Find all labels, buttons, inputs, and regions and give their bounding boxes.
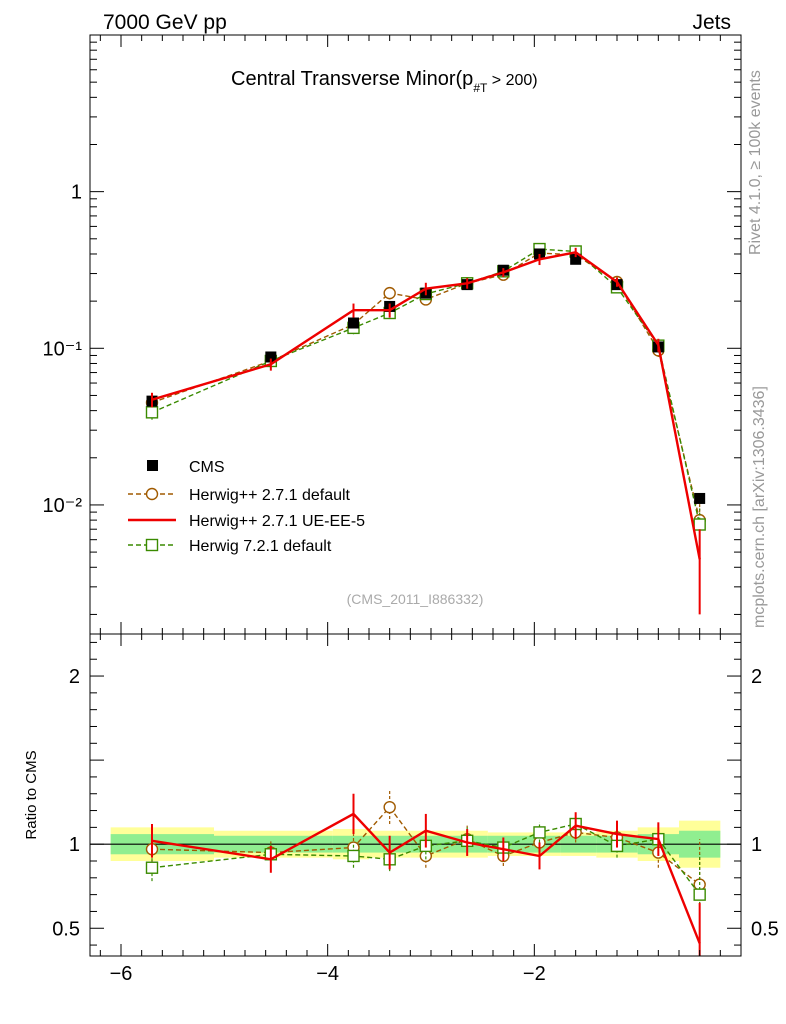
legend-marker-herwig72 [145, 538, 159, 552]
ratio-line-herwig-7-2-1-default [151, 823, 701, 896]
ratio-y-tick-label-right: 1 [751, 834, 762, 856]
legend-entry-herwig72: Herwig 7.2.1 default [128, 538, 332, 555]
ratio-point-herwig72 [145, 861, 159, 874]
legend-label-herwig72: Herwig 7.2.1 default [189, 538, 332, 555]
main-y-tick-label: 1 [71, 182, 82, 204]
ratio-uncertainty-bands [90, 820, 741, 868]
header-right-label: Jets [692, 11, 731, 34]
panel-frames [89, 34, 742, 957]
header-left-label: 7000 GeV pp [103, 11, 227, 34]
main-point-herwig72 [145, 406, 159, 419]
x-tick-label: −4 [316, 963, 339, 985]
main-point-cms [694, 492, 706, 504]
main-y-tick-label: 10⁻¹ [43, 338, 83, 360]
legend-marker-herwig-default [145, 487, 159, 501]
ratio-y-axis-label: Ratio to CMS [23, 750, 40, 839]
ratio-point-herwig72 [693, 888, 706, 901]
ratio-y-tick-label-left: 1 [69, 834, 80, 856]
main-y-tick-label: 10⁻² [43, 495, 83, 517]
main-series-herwig-2-7-1-ue-ee-5 [151, 247, 701, 615]
main-point-herwig-default [383, 286, 396, 300]
rivet-version-label: Rivet 4.1.0, ≥ 100k events [747, 70, 764, 255]
ratio-point-herwig-default [383, 800, 396, 814]
analysis-watermark: (CMS_2011_I886332) [347, 591, 484, 607]
ratio-series-herwig-2-7-1-ue-ee-5 [151, 793, 701, 956]
main-point-cms [534, 248, 545, 260]
axes: −6 −4 −2 1 10⁻¹ 10⁻² 0.5 0.5 1 1 2 2 [43, 35, 779, 985]
ratio-y-tick-label-right: 2 [751, 666, 762, 688]
ratio-panel-frame [89, 633, 742, 957]
main-point-cms [570, 253, 582, 265]
legend-marker-cms [147, 460, 158, 471]
legend-label-herwig-ueee5: Herwig++ 2.7.1 UE-EE-5 [189, 513, 365, 530]
plot-title: Central Transverse Minor(p#T > 200) [231, 68, 538, 95]
ratio-y-tick-label-right: 0.5 [751, 918, 779, 940]
main-point-herwig72 [693, 518, 706, 531]
x-tick-label: −6 [110, 963, 133, 985]
x-tick-label: −2 [523, 963, 546, 985]
mcplots-reference-label: mcplots.cern.ch [arXiv:1306.3436] [751, 386, 768, 628]
legend-entry-herwig-default: Herwig++ 2.7.1 default [128, 487, 351, 504]
legend: CMS Herwig++ 2.7.1 default Herwig++ 2.7.… [128, 459, 365, 555]
ratio-y-tick-label-left: 2 [69, 666, 80, 688]
main-panel-series [145, 242, 706, 615]
ratio-point-herwig72 [347, 849, 360, 863]
main-panel-frame [89, 34, 742, 635]
ratio-panel-series [145, 790, 706, 956]
main-line-herwig-2-7-1-ue-ee-5 [151, 251, 701, 560]
legend-label-cms: CMS [189, 459, 225, 476]
ratio-line-herwig-2-7-1-default [151, 806, 701, 886]
ratio-line-herwig-2-7-1-ue-ee-5 [151, 812, 701, 944]
main-point-cms [348, 317, 359, 329]
ratio-point-herwig72 [533, 826, 546, 839]
legend-label-herwig-default: Herwig++ 2.7.1 default [189, 487, 351, 504]
legend-entry-cms: CMS [147, 459, 225, 476]
main-point-cms [265, 351, 277, 363]
legend-entry-herwig-ueee5: Herwig++ 2.7.1 UE-EE-5 [128, 513, 365, 530]
ratio-y-tick-label-left: 0.5 [52, 918, 80, 940]
ratio-series-herwig-2-7-1-default [145, 790, 706, 930]
